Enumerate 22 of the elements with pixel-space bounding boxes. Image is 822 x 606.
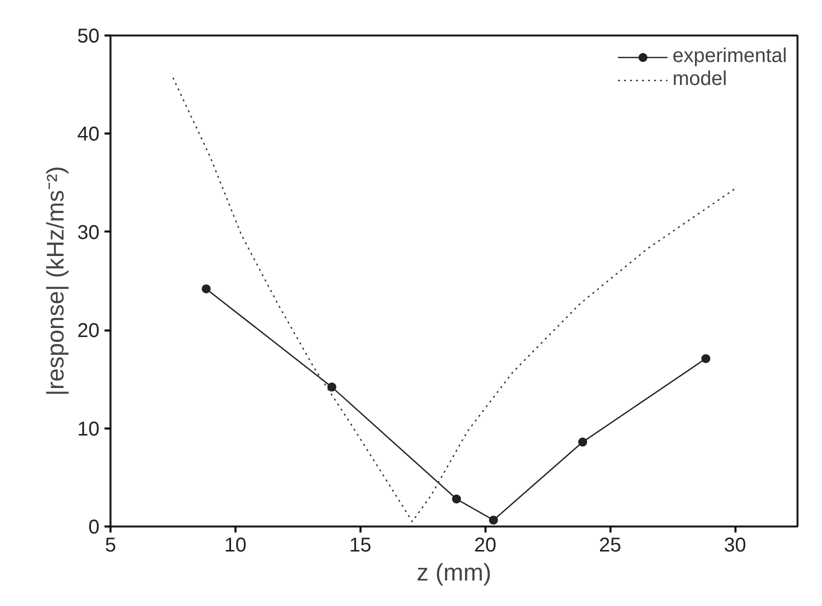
x-tick-label: 30 xyxy=(724,534,746,556)
point xyxy=(202,284,211,294)
point xyxy=(701,354,710,364)
x-axis-title: z (mm) xyxy=(416,560,492,586)
x-tick-label: 5 xyxy=(104,534,116,556)
x-tick-label: 25 xyxy=(599,534,622,556)
point xyxy=(578,438,588,447)
x-tick-label: 20 xyxy=(474,534,496,556)
legend-label: experimental xyxy=(672,45,787,68)
y-tick-label: 30 xyxy=(77,222,100,244)
x-tick-label: 10 xyxy=(224,534,247,556)
x-tick-label: 15 xyxy=(349,534,372,556)
legend-label: model xyxy=(672,68,727,91)
y-tick-label: 10 xyxy=(77,418,100,440)
point xyxy=(488,516,498,525)
y-tick-label: 20 xyxy=(77,320,100,342)
point xyxy=(452,494,461,504)
y-axis-title: |response| (kHz/ms⁻²) xyxy=(42,166,70,396)
y-tick-label: 0 xyxy=(88,516,100,538)
y-tick-label: 50 xyxy=(77,26,100,48)
y-tick-label: 40 xyxy=(77,124,100,146)
point xyxy=(327,382,336,392)
